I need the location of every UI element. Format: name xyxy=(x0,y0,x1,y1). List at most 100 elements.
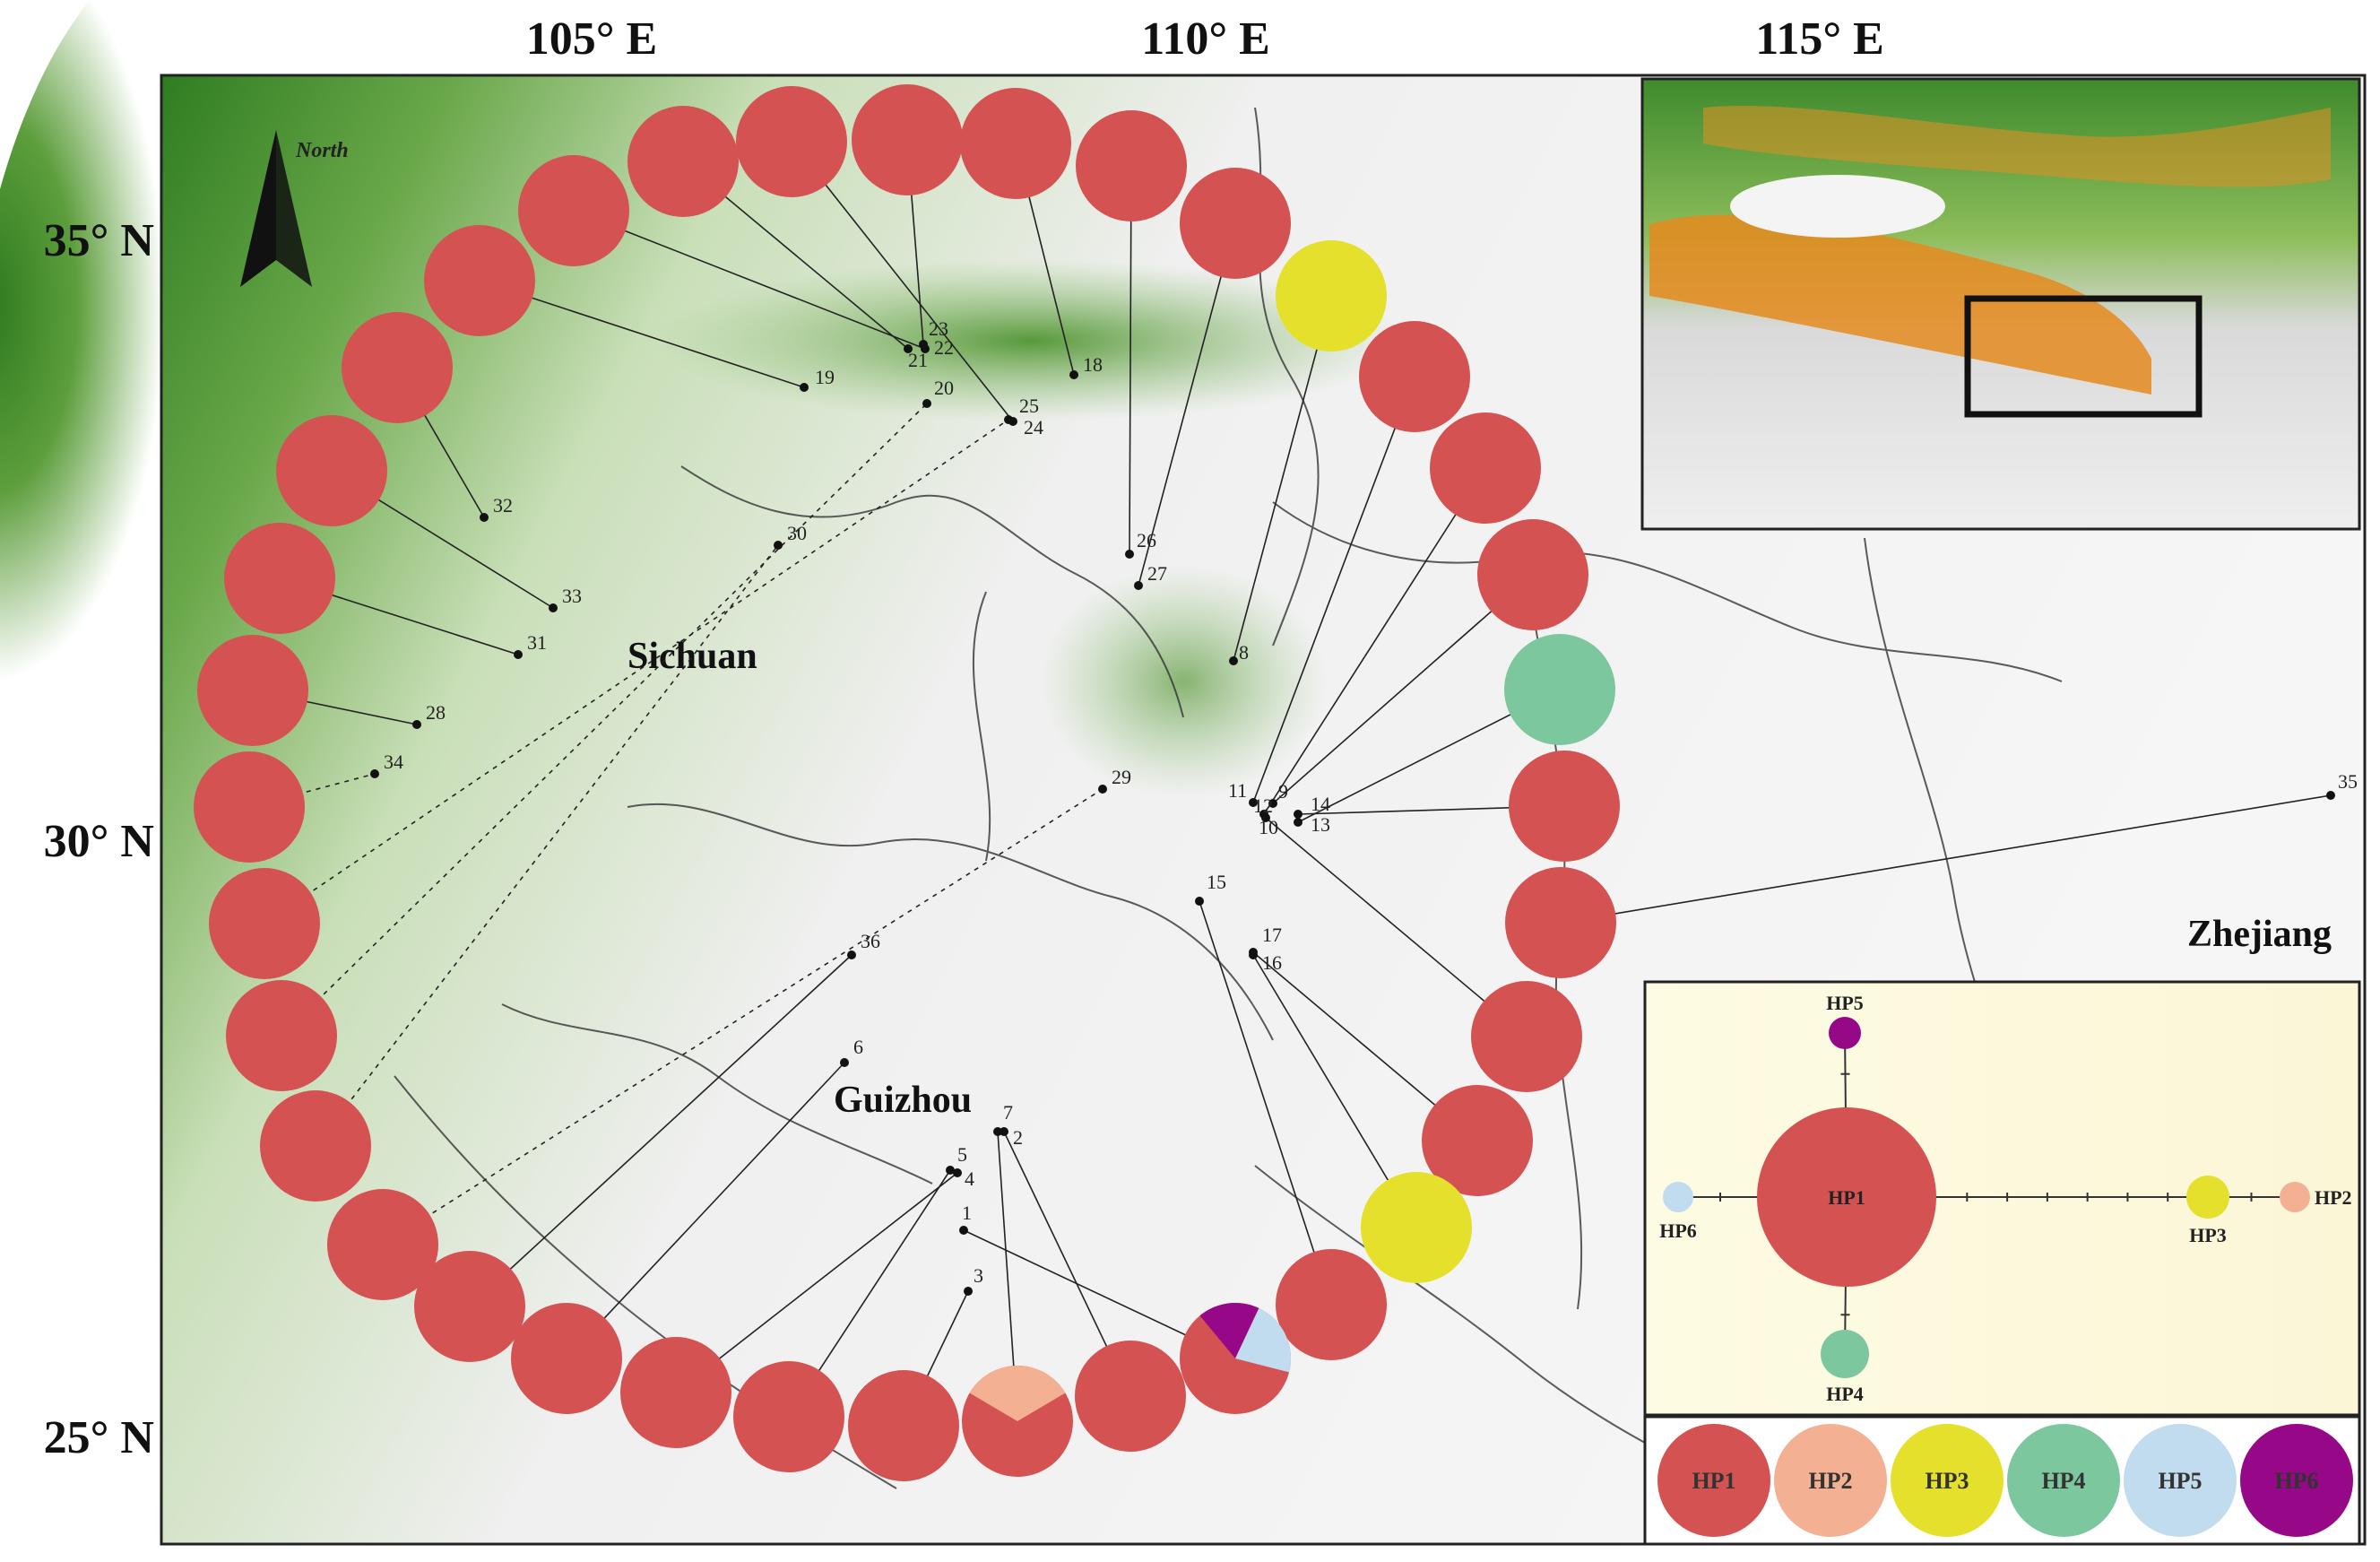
site-dot xyxy=(959,1226,968,1235)
pie-slice xyxy=(1422,1085,1533,1196)
site-label: 3 xyxy=(974,1264,983,1287)
pie-slice xyxy=(224,523,335,634)
site-dot xyxy=(549,603,558,612)
pie-slice xyxy=(852,84,963,195)
legend-label: HP4 xyxy=(2041,1468,2085,1494)
haplotype-circle xyxy=(224,523,335,634)
site-label: 4 xyxy=(965,1167,974,1190)
haplotype-circle xyxy=(1471,981,1582,1092)
haplotype-circle xyxy=(1504,634,1615,745)
site-dot xyxy=(800,383,809,392)
haplotype-circle xyxy=(1509,751,1620,862)
legend-swatch xyxy=(2124,1424,2237,1537)
connector-line xyxy=(1560,794,2332,924)
qinling-relief xyxy=(654,260,1407,421)
latitude-axis: 35° N 30° N 25° N xyxy=(44,215,154,1463)
site-dot xyxy=(840,1058,849,1067)
site-label: 23 xyxy=(929,317,948,340)
site-label: 31 xyxy=(527,631,547,654)
network-node xyxy=(1821,1330,1869,1378)
haplotype-circle xyxy=(1422,1085,1533,1196)
haplotype-network: HP1 HP5 HP6 HP3 HP2 HP4 xyxy=(1643,980,2361,1417)
site-dot xyxy=(993,1127,1002,1136)
pie-slice xyxy=(414,1251,525,1362)
haplotype-circle xyxy=(1276,240,1387,351)
network-graph: HP1 HP5 HP6 HP3 HP2 HP4 xyxy=(1659,992,2351,1405)
north-arrow-icon: North xyxy=(240,130,349,287)
pie-slice xyxy=(1361,1172,1472,1283)
pie-slice xyxy=(1509,751,1620,862)
longitude-label: 105° E xyxy=(526,13,657,65)
haplotype-circle xyxy=(1076,110,1187,221)
haplotype-circle xyxy=(276,415,387,526)
connector-line xyxy=(566,1062,845,1359)
site-label: 1 xyxy=(962,1202,972,1224)
site-dot xyxy=(919,340,928,349)
network-node-label: HP5 xyxy=(1826,992,1864,1014)
site-dot xyxy=(946,1166,955,1175)
pie-slice xyxy=(518,155,629,266)
legend-swatch xyxy=(1657,1424,1770,1537)
site-label: 25 xyxy=(1019,395,1039,417)
pie-slice xyxy=(1199,1303,1259,1358)
site-label: 24 xyxy=(1024,416,1043,438)
haplotype-circle xyxy=(627,106,739,217)
legend-items: HP1 HP2 HP3 HP4 HP5 HP6 xyxy=(1657,1424,2353,1537)
site-dot xyxy=(412,720,421,729)
inset-north-mountains xyxy=(1703,105,2331,187)
site-dot xyxy=(922,399,931,408)
longitude-axis: 105° E 110° E 115° E xyxy=(526,13,1884,65)
haplotype-circle xyxy=(1505,867,1616,978)
pie-slice xyxy=(1235,1307,1291,1373)
connector-line xyxy=(573,210,926,350)
pie-slice xyxy=(342,312,453,423)
haplotype-circle xyxy=(960,88,1071,199)
haplotype-circle xyxy=(518,155,629,266)
site-dot xyxy=(1294,810,1303,819)
haplotype-circle xyxy=(620,1337,731,1448)
site-label: 28 xyxy=(426,701,446,724)
pie-slice xyxy=(1359,321,1470,432)
pie-slice xyxy=(1276,240,1387,351)
site-dot xyxy=(1069,370,1078,379)
pie-slice xyxy=(736,86,847,197)
site-dot xyxy=(1125,550,1134,559)
legend-swatch xyxy=(1774,1424,1887,1537)
site-dot xyxy=(904,344,913,353)
pie-slice xyxy=(1180,168,1291,279)
network-node xyxy=(1663,1182,1693,1212)
site-dot xyxy=(370,769,379,778)
haplotype-circle xyxy=(414,1251,525,1362)
connector-line xyxy=(1263,467,1486,815)
network-node-label: HP1 xyxy=(1828,1186,1865,1209)
pie-slice xyxy=(627,106,739,217)
connector-line xyxy=(1199,900,1332,1306)
legend-label: HP6 xyxy=(2274,1468,2318,1494)
longitude-label: 115° E xyxy=(1755,13,1884,65)
site-dot xyxy=(514,650,523,659)
site-label: 16 xyxy=(1262,951,1282,974)
haplotype-pie-ring xyxy=(194,84,1620,1481)
network-node-label: HP3 xyxy=(2189,1224,2227,1246)
site-label: 21 xyxy=(908,349,928,371)
haplotype-circle xyxy=(848,1370,959,1481)
pie-slice xyxy=(1505,867,1616,978)
pie-slice xyxy=(209,868,320,979)
pie-slice xyxy=(260,1090,371,1202)
site-label: 6 xyxy=(853,1036,863,1058)
central-relief xyxy=(1040,565,1327,798)
legend-label: HP5 xyxy=(2158,1468,2202,1494)
pie-slice xyxy=(960,88,1071,199)
network-node-label: HP6 xyxy=(1659,1219,1697,1242)
site-dot xyxy=(953,1168,962,1177)
haplotype-circle xyxy=(194,751,305,863)
connector-line xyxy=(479,280,805,388)
site-label: 5 xyxy=(957,1143,967,1166)
pie-slice xyxy=(1477,519,1588,630)
site-dot xyxy=(480,513,489,522)
pie-slice xyxy=(1504,634,1615,745)
site-label: 9 xyxy=(1278,780,1288,803)
inset-tibet-plateau xyxy=(1649,214,2151,395)
